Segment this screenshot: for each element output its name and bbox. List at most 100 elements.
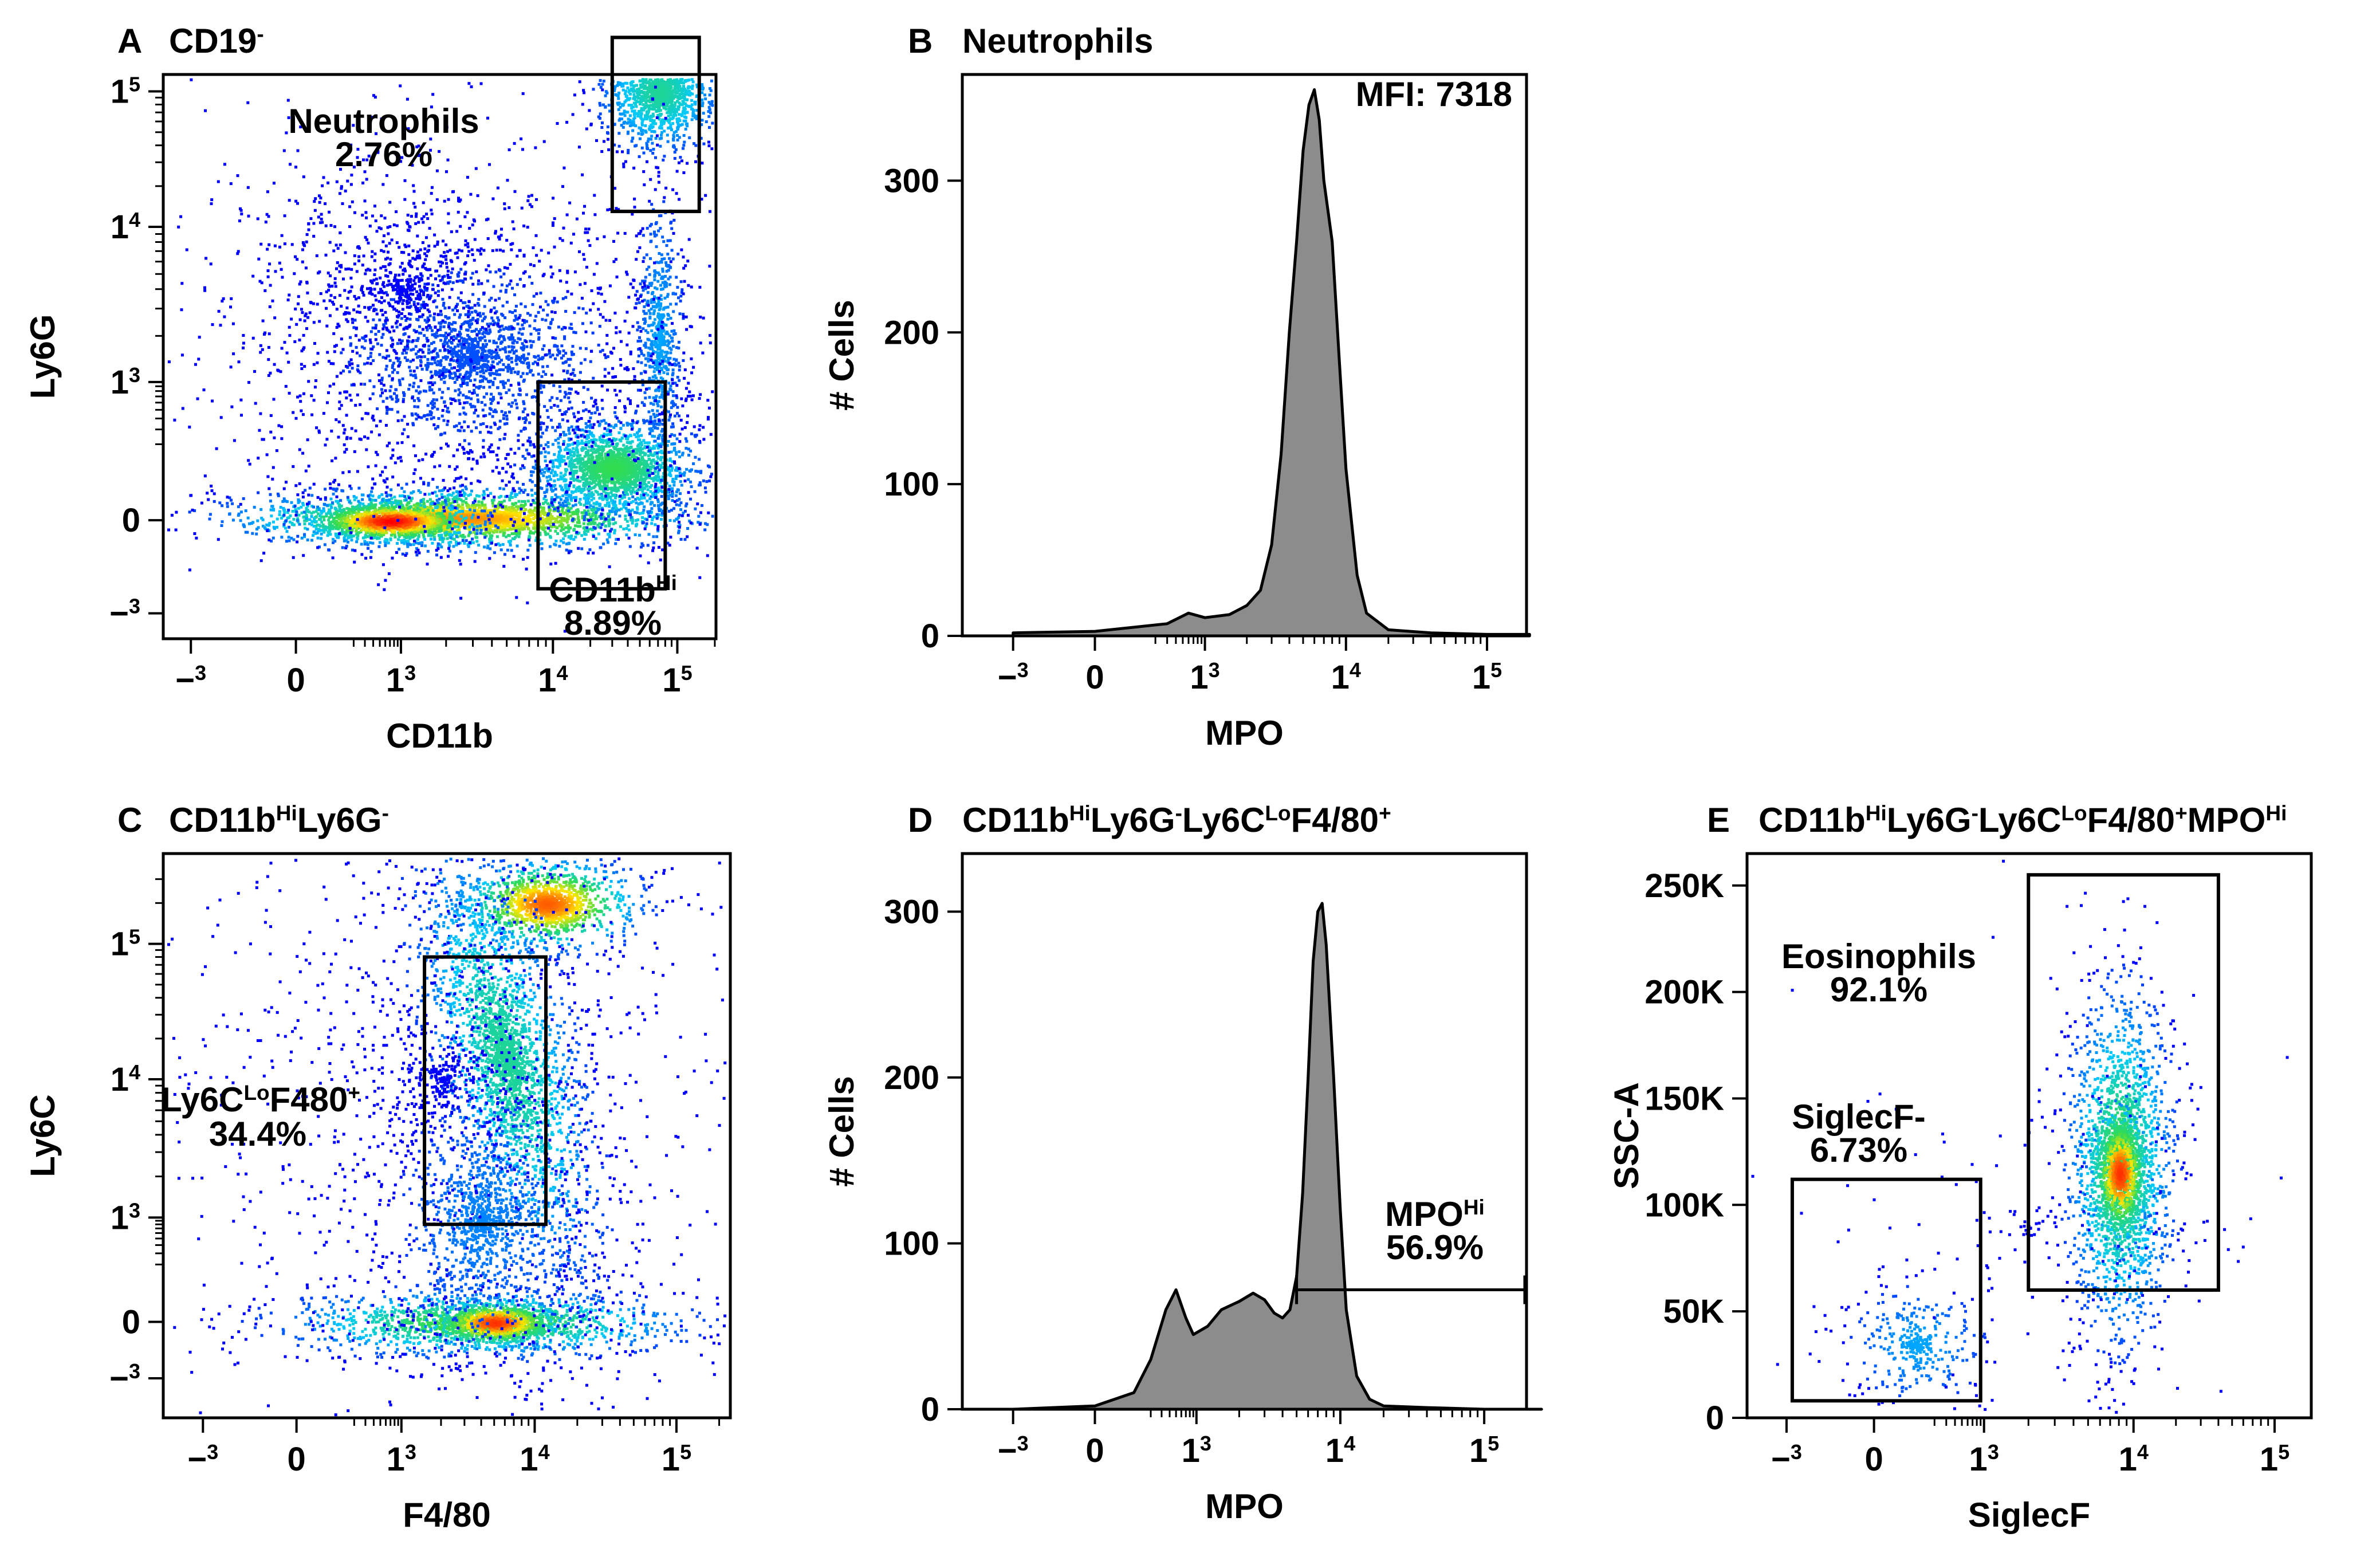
panel-a-event: [493, 529, 497, 532]
panel-a-event: [489, 547, 492, 551]
panel-a-event: [329, 514, 333, 517]
panel-a-event: [413, 512, 416, 516]
panel-a-event: [367, 503, 371, 506]
panel-a-event: [189, 494, 192, 497]
panel-a-event: [373, 509, 377, 513]
panel-a-event: [588, 548, 592, 552]
panel-a-event: [475, 540, 479, 543]
panel-a-event: [220, 524, 223, 527]
panel-a-event: [667, 510, 671, 513]
panel-a-event: [293, 505, 297, 508]
panel-a-event: [347, 536, 350, 539]
panel-a-event: [290, 537, 293, 540]
panel-a-event: [430, 534, 433, 537]
panel-a-event: [213, 492, 216, 496]
panel-a-event: [379, 501, 382, 505]
panel-a-event: [361, 536, 365, 540]
panel-a-event: [450, 515, 454, 518]
panel-a-event: [271, 477, 274, 481]
panel-a-event: [524, 516, 527, 519]
panel-a-event: [407, 531, 410, 534]
panel-a-event: [384, 538, 387, 541]
panel-a-event: [426, 521, 430, 524]
panel-a-event: [340, 510, 343, 513]
panel-a-event: [360, 493, 364, 497]
panel-a-event: [329, 486, 332, 490]
panel-a-event: [502, 500, 506, 502]
panel-a-event: [458, 510, 462, 513]
panel-a-event: [410, 497, 414, 500]
panel-a-event: [503, 528, 506, 532]
panel-a-event: [343, 516, 346, 520]
panel-a-event: [522, 557, 525, 561]
panel-a-event: [416, 514, 420, 517]
panel-a-event: [257, 491, 260, 494]
panel-a-event: [477, 544, 481, 547]
panel-a-event: [655, 535, 659, 538]
panel-a-event: [454, 496, 457, 498]
panel-a-event: [480, 501, 483, 504]
panel-a-event: [301, 491, 305, 494]
panel-a-event: [316, 536, 320, 540]
panel-a-event: [470, 516, 474, 520]
panel-a-event: [568, 541, 571, 545]
panel-a-event: [449, 533, 452, 536]
panel-a-event: [403, 538, 406, 541]
panel-a-event: [406, 545, 410, 548]
panel-a-event: [267, 538, 271, 541]
panel-a-event: [334, 507, 337, 510]
panel-a-event: [565, 548, 568, 552]
panel-a-event: [604, 445, 608, 448]
panel-a-event: [483, 536, 487, 539]
panel-a-event: [242, 497, 245, 500]
panel-a-event: [579, 525, 582, 528]
panel-a-event: [218, 501, 222, 505]
panel-a-event: [243, 525, 246, 528]
panel-a-event: [398, 548, 401, 551]
panel-a-event: [519, 467, 522, 470]
panel-a-event: [292, 518, 296, 521]
panel-a-event: [458, 531, 461, 534]
panel-a-event: [272, 508, 276, 512]
panel-a-event: [316, 531, 319, 534]
panel-a-event: [377, 517, 380, 520]
panel-a-event: [263, 526, 266, 529]
panel-a-event: [571, 511, 575, 514]
panel-a-event: [384, 544, 387, 547]
panel-a-event: [518, 521, 521, 524]
panel-a-event: [574, 536, 577, 538]
panel-a-event: [582, 522, 585, 525]
panel-a-event: [427, 526, 430, 529]
panel-a-event: [329, 497, 333, 501]
panel-a-event: [207, 498, 210, 501]
panel-a-event: [170, 513, 174, 517]
panel-a-event: [404, 530, 408, 533]
panel-a-event: [371, 533, 374, 537]
panel-a-event: [344, 530, 348, 534]
panel-a-event: [527, 526, 530, 530]
panel-a-event: [660, 495, 663, 498]
panel-a-event: [269, 508, 273, 512]
panel-a-event: [443, 532, 447, 535]
panel-a-event: [406, 514, 409, 518]
panel-a-event: [679, 538, 683, 541]
panel-a-event: [558, 524, 561, 528]
panel-a-event: [188, 510, 191, 514]
panel-a-event: [440, 533, 443, 537]
panel-a-event: [417, 521, 420, 525]
panel-a-event: [369, 523, 372, 526]
panel-a-event: [378, 541, 381, 544]
panel-a-event: [390, 515, 394, 518]
panel-a-event: [167, 528, 170, 532]
panel-a-event: [469, 530, 472, 534]
panel-a-event: [414, 551, 418, 554]
panel-a-event: [499, 501, 503, 504]
panel-a-event: [685, 439, 689, 443]
panel-a-event: [420, 544, 424, 547]
panel-a-event: [310, 538, 313, 542]
panel-a-event: [420, 521, 423, 525]
panel-a-event: [683, 538, 687, 541]
panel-a-event: [231, 518, 235, 522]
panel-a-event: [517, 500, 521, 503]
panel-a-event: [384, 491, 388, 494]
